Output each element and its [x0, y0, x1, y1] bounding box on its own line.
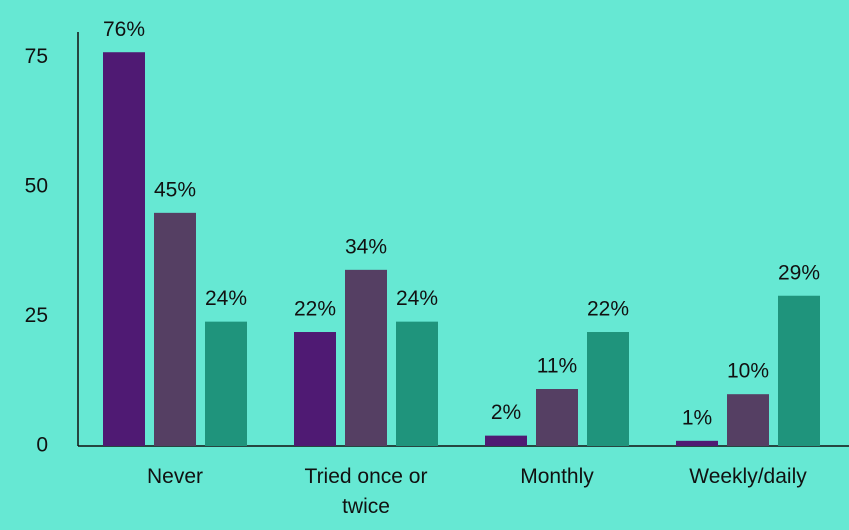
value-label: 24%: [205, 287, 247, 310]
x-tick-label: Tried once or twice: [304, 465, 428, 518]
value-label: 1%: [682, 406, 712, 429]
value-label: 24%: [396, 287, 438, 310]
value-label: 34%: [345, 235, 387, 258]
y-tick-label: 50: [25, 174, 48, 197]
bar: [778, 295, 820, 446]
x-tick-label: Monthly: [520, 465, 594, 488]
bar: [345, 269, 387, 446]
y-tick-label: 25: [25, 304, 48, 327]
value-label: 29%: [778, 261, 820, 284]
bar: [396, 321, 438, 446]
value-label: 10%: [727, 360, 769, 383]
bar: [676, 440, 718, 446]
bar: [536, 389, 578, 446]
bar: [154, 212, 196, 446]
bar: [205, 321, 247, 446]
value-label: 22%: [587, 298, 629, 321]
bar: [294, 332, 336, 446]
x-tick-label: Weekly/daily: [689, 465, 807, 488]
x-tick-label: Never: [146, 465, 204, 488]
value-label: 76%: [103, 18, 145, 41]
y-tick-label: 75: [25, 45, 48, 68]
bar: [103, 52, 145, 446]
value-label: 11%: [537, 355, 577, 378]
value-label: 45%: [154, 178, 196, 201]
bar: [587, 332, 629, 446]
bar: [727, 394, 769, 446]
value-label: 22%: [294, 298, 336, 321]
bar: [485, 435, 527, 446]
y-tick-label: 0: [36, 434, 48, 457]
value-label: 2%: [491, 401, 521, 424]
